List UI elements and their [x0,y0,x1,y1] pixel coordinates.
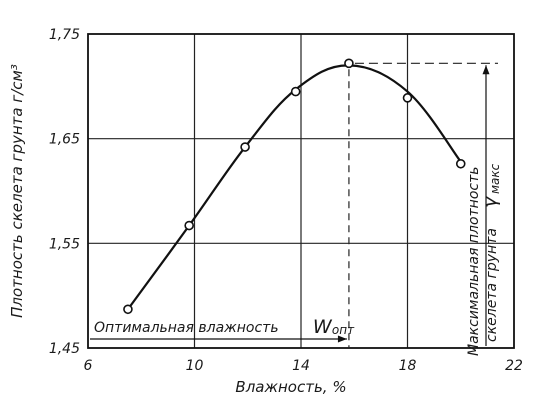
data-point [402,93,413,103]
max-density-label-line2: скелета грунта [484,228,500,342]
y-tick-label: 1,75 [49,27,80,43]
y-tick-label: 1,55 [49,236,80,252]
y-axis-title: Плотность скелета грунта г/см³ [8,64,26,318]
plot-frame [87,33,515,349]
data-point [123,304,133,315]
x-tick-label: 6 [84,358,93,374]
optimum-moisture-label: Оптимальная влажность [94,320,279,336]
x-tick-label: 10 [186,358,204,374]
x-tick-label: 18 [399,358,417,374]
x-axis-title: Влажность, % [235,378,346,396]
y-tick-label: 1,65 [49,132,80,148]
optimum-subscript: опт [332,323,355,337]
optimum-symbol: W [313,316,333,338]
data-point [240,142,250,152]
optimum-arrow-head [337,335,347,343]
data-point [455,158,466,169]
max-density-arrow-head [482,65,490,75]
data-point [290,86,301,97]
x-tick-label: 14 [292,358,310,374]
density-curve [127,64,462,310]
max-density-subscript: макс [488,163,502,194]
max-density-symbol: γ [479,195,501,208]
y-tick-label: 1,45 [49,341,80,357]
x-tick-label: 22 [505,358,523,374]
max-density-label-line1: Максимальная плотность [466,167,482,357]
data-point [184,220,194,231]
data-point [344,58,354,69]
